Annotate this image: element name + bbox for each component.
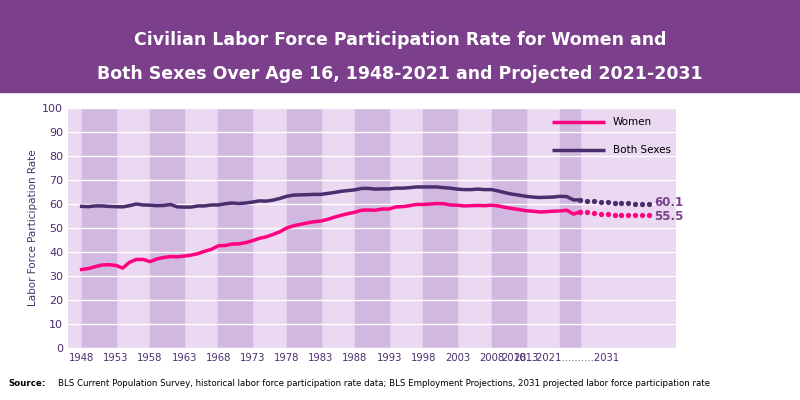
Bar [286,108,321,348]
Text: Civilian Labor Force Participation Rate for Women and: Civilian Labor Force Participation Rate … [134,31,666,49]
Bar [355,108,389,348]
Text: Women: Women [613,117,652,127]
Bar [491,108,526,348]
Text: Both Sexes: Both Sexes [613,145,671,155]
Bar [218,108,253,348]
Y-axis label: Labor Force Participation Rate: Labor Force Participation Rate [28,150,38,306]
Text: 60.1: 60.1 [654,196,683,209]
Bar [423,108,458,348]
Bar [150,108,184,348]
Bar [560,108,580,348]
Text: 55.5: 55.5 [654,210,683,222]
Bar [82,108,116,348]
Text: BLS Current Population Survey, historical labor force participation rate data; B: BLS Current Population Survey, historica… [58,380,710,388]
Text: Source:: Source: [8,380,46,388]
Text: Both Sexes Over Age 16, 1948-2021 and Projected 2021-2031: Both Sexes Over Age 16, 1948-2021 and Pr… [97,65,703,83]
